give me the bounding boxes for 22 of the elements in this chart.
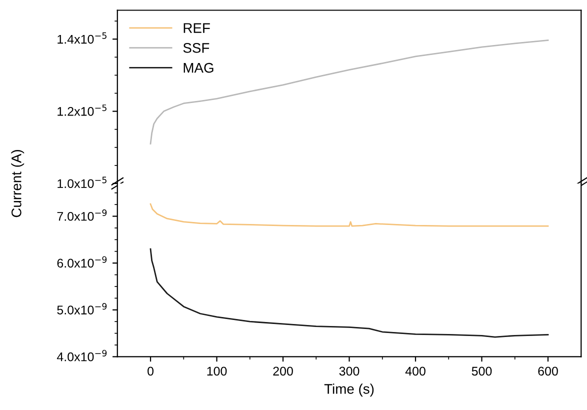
line-series xyxy=(150,248,549,338)
line-series xyxy=(150,203,549,227)
x-tick-label: 500 xyxy=(472,366,492,376)
legend-label: SSF xyxy=(183,43,210,53)
y-axis-title: Current (A) xyxy=(11,150,24,218)
y-tick-label: 1.4x10$^{−5}$ xyxy=(58,32,106,44)
x-axis-title: Time (s) xyxy=(324,384,374,397)
y-tick-label: 1.2x10$^{−5}$ xyxy=(58,104,106,116)
y-tick-label: 7.0x10$^{−9}$ xyxy=(57,209,107,221)
x-tick-label: 100 xyxy=(207,366,227,376)
x-tick-label: 400 xyxy=(405,366,426,376)
legend-label: REF xyxy=(184,23,210,33)
legend-label: MAG xyxy=(184,62,214,73)
x-tick-label: 300 xyxy=(339,366,360,376)
y-tick-label: 5.0x10$^{−9}$ xyxy=(57,303,107,314)
line-series xyxy=(150,40,549,144)
y-tick-label: 6.0x10$^{−9}$ xyxy=(57,256,107,268)
x-tick-label: 0 xyxy=(148,366,154,376)
x-tick-label: 200 xyxy=(273,366,293,376)
y-tick-label: 1.0x10$^{−5}$ xyxy=(58,176,106,188)
x-tick-label: 600 xyxy=(538,366,558,376)
y-tick-label: 4.0x10$^{−9}$ xyxy=(56,350,107,362)
